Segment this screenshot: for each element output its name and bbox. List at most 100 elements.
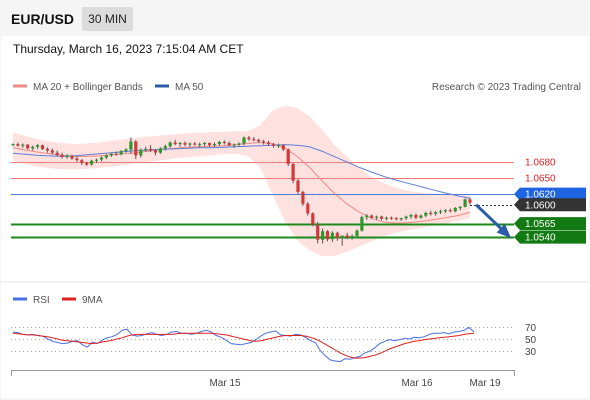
candle-body	[365, 215, 369, 218]
candle-body	[276, 145, 280, 147]
candle-body	[208, 143, 212, 146]
candle-body	[178, 143, 182, 145]
candle-body	[247, 137, 251, 140]
level-label-1.0650: 1.0650	[525, 173, 556, 184]
candle-body	[134, 141, 138, 156]
candle-body	[31, 146, 35, 149]
candle-body	[114, 153, 118, 155]
candle-body	[119, 151, 123, 155]
candle-body	[11, 144, 15, 146]
level-tag-text-1.0540: 1.0540	[525, 233, 556, 244]
candle-body	[26, 144, 30, 149]
candle-body	[80, 160, 84, 163]
candle-body	[104, 155, 108, 158]
candle-body	[193, 143, 197, 145]
level-tag-text-1.0620: 1.0620	[525, 190, 556, 201]
ma50-line	[12, 144, 471, 199]
candle-body	[409, 215, 413, 217]
rsi-tick-50: 50	[525, 335, 537, 346]
level-tag-1.0565	[514, 217, 586, 231]
candle-body	[468, 199, 472, 203]
ma20-legend-swatch	[13, 84, 27, 88]
x-tick-mar-19: Mar 19	[469, 378, 501, 389]
timeframe-button[interactable]: 30 MIN	[82, 7, 133, 31]
candle-body	[36, 145, 40, 147]
candle-body	[212, 144, 217, 146]
candle-body	[124, 149, 128, 151]
candle-body	[232, 144, 236, 146]
candle-body	[149, 148, 153, 151]
candle-body	[399, 218, 403, 220]
ma50-legend-swatch	[155, 84, 169, 88]
forecast-arrow-head	[496, 223, 511, 239]
candle-body	[355, 230, 359, 236]
x-tick-mar-15: Mar 15	[209, 378, 241, 389]
ma20-line	[12, 141, 471, 224]
level-tag-1.0620	[514, 187, 586, 201]
candle-body	[419, 215, 423, 218]
candle-body	[227, 143, 231, 146]
candle-body	[45, 148, 49, 151]
candle-body	[65, 155, 69, 157]
candle-body	[306, 203, 310, 214]
candle-body	[153, 150, 158, 153]
candle-body	[109, 153, 113, 156]
header-bar: EUR/USD 30 MIN	[0, 0, 590, 36]
candle-body	[424, 212, 428, 216]
candle-body	[188, 143, 192, 145]
candle-body	[458, 207, 462, 209]
candle-body	[286, 149, 290, 164]
9ma-line	[12, 332, 475, 359]
candle-body	[99, 157, 104, 160]
candle-body	[242, 137, 246, 144]
candle-body	[321, 231, 325, 240]
candle-body	[360, 217, 364, 231]
candle-body	[325, 231, 330, 240]
candle-body	[222, 141, 226, 143]
candle-body	[158, 148, 162, 153]
candle-body	[90, 160, 94, 165]
level-tag-text-1.0600: 1.0600	[525, 200, 556, 211]
candle-body	[139, 150, 143, 156]
rsi-line	[12, 326, 475, 363]
candle-body	[237, 143, 241, 145]
candle-body	[281, 145, 285, 150]
candle-body	[129, 141, 133, 150]
candle-body	[448, 210, 452, 212]
candle-body	[296, 180, 300, 192]
candle-body	[94, 159, 99, 161]
candle-body	[443, 210, 447, 212]
candle-body	[173, 142, 177, 145]
bollinger-band	[13, 105, 470, 256]
candle-body	[434, 212, 438, 214]
candle-body	[144, 148, 148, 150]
ma9-legend-label: 9MA	[82, 295, 103, 306]
candle-body	[370, 215, 374, 218]
candle-body	[345, 235, 349, 238]
x-tick-mar-16: Mar 16	[401, 378, 433, 389]
candle-body	[75, 158, 79, 161]
candle-body	[60, 154, 64, 157]
candle-body	[384, 217, 389, 219]
candle-body	[340, 235, 344, 239]
candle-body	[40, 145, 45, 149]
ma20-legend-label: MA 20 + Bollinger Bands	[33, 82, 143, 93]
candle-body	[453, 208, 457, 212]
candle-body	[330, 232, 334, 240]
candle-body	[183, 143, 187, 145]
candle-body	[301, 191, 305, 204]
candle-body	[252, 139, 256, 141]
candle-body	[203, 143, 207, 145]
candle-body	[55, 152, 59, 155]
ma9-legend-swatch	[62, 297, 76, 301]
candle-body	[271, 144, 275, 146]
rsi-tick-70: 70	[525, 323, 537, 334]
level-tag-1.0600	[514, 198, 586, 212]
candle-body	[316, 224, 320, 240]
candle-body	[350, 236, 354, 238]
candle-body	[404, 216, 408, 219]
candle-body	[262, 141, 266, 143]
candle-body	[198, 144, 202, 146]
